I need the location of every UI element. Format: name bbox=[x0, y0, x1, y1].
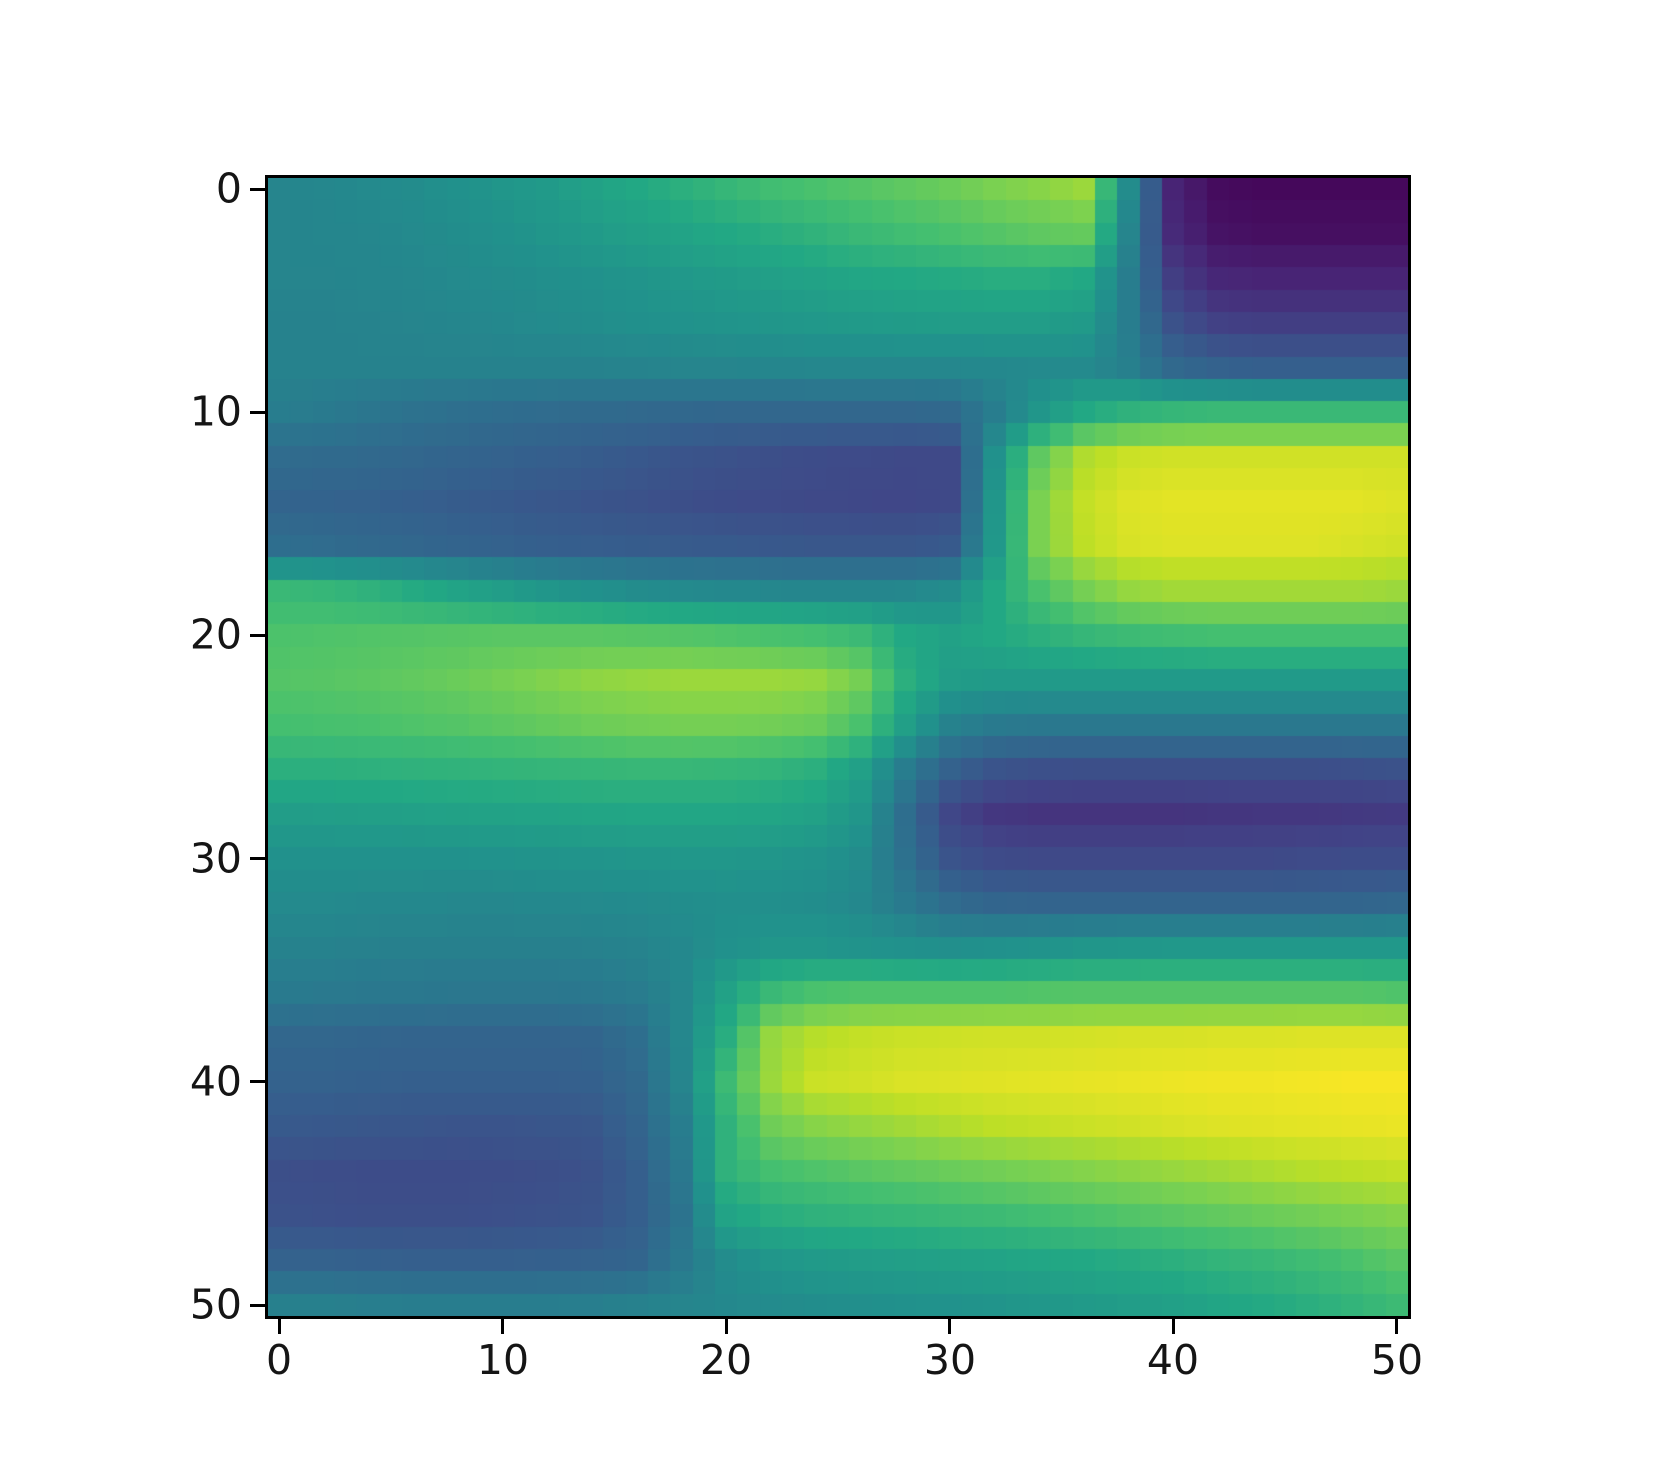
y-tick-label: 10 bbox=[189, 387, 242, 436]
y-tick-label: 40 bbox=[189, 1057, 242, 1106]
x-tick-mark bbox=[1172, 1319, 1175, 1334]
y-tick-mark bbox=[250, 857, 265, 860]
x-tick-label: 10 bbox=[476, 1336, 530, 1384]
x-tick-label: 30 bbox=[923, 1336, 977, 1384]
y-tick-mark bbox=[250, 411, 265, 414]
x-tick-label: 20 bbox=[699, 1336, 753, 1384]
x-tick-mark bbox=[278, 1319, 281, 1334]
y-tick-mark bbox=[250, 634, 265, 637]
y-tick-label: 0 bbox=[215, 164, 242, 213]
y-tick-mark bbox=[250, 1080, 265, 1083]
y-tick-mark bbox=[250, 188, 265, 191]
x-tick-mark bbox=[725, 1319, 728, 1334]
y-tick-label: 30 bbox=[189, 834, 242, 883]
x-tick-label: 0 bbox=[265, 1336, 293, 1384]
y-tick-label: 20 bbox=[189, 610, 242, 659]
x-tick-label: 50 bbox=[1370, 1336, 1424, 1384]
x-tick-mark bbox=[1395, 1319, 1398, 1334]
x-tick-mark bbox=[948, 1319, 951, 1334]
x-tick-mark bbox=[501, 1319, 504, 1334]
y-tick-mark bbox=[250, 1304, 265, 1307]
x-tick-label: 40 bbox=[1146, 1336, 1200, 1384]
heatmap-image bbox=[268, 178, 1408, 1316]
y-tick-label: 50 bbox=[189, 1280, 242, 1329]
